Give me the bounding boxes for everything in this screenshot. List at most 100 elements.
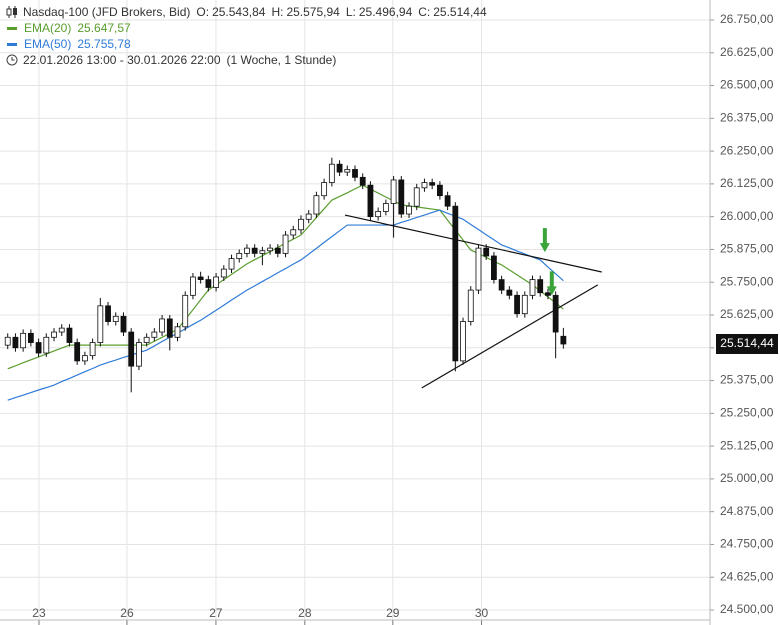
arrow <box>539 228 550 253</box>
candle-body <box>506 289 513 296</box>
candle-body <box>560 335 567 345</box>
candle-body <box>328 163 335 183</box>
candle-body <box>545 292 551 296</box>
x-tick-label: 26 <box>120 606 134 620</box>
candle-body <box>128 331 135 367</box>
candle-body <box>143 336 150 343</box>
candle-body <box>97 305 104 343</box>
candle-body <box>20 332 27 349</box>
candle-body <box>406 205 412 215</box>
legend-value: 25.755,78 <box>77 37 131 51</box>
candle-body <box>375 211 382 218</box>
legend: Nasdaq-100 (JFD Brokers, Bid) O: 25.543,8… <box>6 4 487 68</box>
candle-body <box>290 229 297 236</box>
price-tag <box>716 333 778 354</box>
y-tick-label: 25.375,00 <box>720 373 774 387</box>
candle-body <box>228 258 235 270</box>
ohlc-value: 25.575,94 <box>286 5 340 19</box>
candle-body <box>282 234 289 254</box>
candle-body <box>120 315 127 333</box>
candle-body <box>529 279 536 296</box>
candle-body <box>236 252 243 260</box>
y-tick-label: 26.125,00 <box>720 176 774 190</box>
candle-body <box>166 318 173 338</box>
ohlc-key: C: <box>418 5 431 19</box>
candle-body <box>444 195 451 207</box>
candle-body <box>251 247 258 254</box>
candle-body <box>421 182 428 189</box>
candle-body <box>220 268 227 278</box>
legend-row: 22.01.2026 13:00 - 30.01.2026 22:00 (1 W… <box>6 52 487 68</box>
y-tick-label: 26.750,00 <box>720 12 774 26</box>
candle-body <box>244 247 250 254</box>
candle-body <box>35 342 42 354</box>
ohlc-value: 25.514,44 <box>433 5 487 19</box>
y-tick-label: 24.875,00 <box>720 504 774 518</box>
candle-body <box>436 184 443 197</box>
candle-body <box>43 336 50 354</box>
ohlc-value: 25.543,84 <box>212 5 266 19</box>
legend-row: EMA(20) 25.647,57 <box>6 20 487 36</box>
candle-body <box>321 182 328 197</box>
candle-body <box>336 163 343 173</box>
candle-body <box>313 195 320 215</box>
period: 22.01.2026 13:00 - 30.01.2026 22:00 <box>23 53 221 67</box>
candle-body <box>182 294 189 328</box>
candle-body <box>66 327 73 343</box>
candle-icon <box>6 6 17 18</box>
x-tick-label: 30 <box>475 606 489 620</box>
legend-row: EMA(50) 25.755,78 <box>6 36 487 52</box>
y-tick-label: 25.250,00 <box>720 406 774 420</box>
candle-body <box>344 169 351 173</box>
candle-body <box>429 182 436 186</box>
series-legend: EMA(20) 25.647,57 EMA(50) 25.755,78 <box>6 20 487 52</box>
candle-body <box>452 205 459 362</box>
candle-body <box>398 179 405 215</box>
candle-body <box>274 247 281 254</box>
candle-body <box>58 327 65 333</box>
candle-body <box>475 247 482 291</box>
y-tick-label: 25.875,00 <box>720 242 774 256</box>
ohlc-value: 25.496,94 <box>358 5 413 19</box>
y-tick-label: 24.750,00 <box>720 537 774 551</box>
trendline <box>421 284 599 389</box>
y-tick-label: 26.000,00 <box>720 209 774 223</box>
legend-value: 25.647,57 <box>77 21 131 35</box>
candle-body <box>413 187 420 207</box>
y-tick-label: 25.625,00 <box>720 307 774 321</box>
candle-body <box>89 342 96 357</box>
candle-body <box>521 294 528 315</box>
price-tag-label: 25.514,44 <box>720 336 774 350</box>
x-tick-label: 28 <box>298 606 312 620</box>
candle-body <box>105 305 111 322</box>
y-tick-label: 24.625,00 <box>720 569 774 583</box>
y-tick-label: 26.375,00 <box>720 111 774 125</box>
candle-body <box>51 331 57 338</box>
candle-body <box>74 342 81 362</box>
legend-name: EMA(20) <box>24 21 72 35</box>
legend-name: EMA(50) <box>24 37 72 51</box>
y-tick-label: 26.625,00 <box>720 45 774 59</box>
ohlc-key: L: <box>345 5 356 19</box>
candle-body <box>197 276 204 281</box>
candle-body <box>151 331 158 338</box>
candle-body <box>467 289 474 322</box>
x-tick-label: 23 <box>32 606 46 620</box>
y-tick-label: 25.750,00 <box>720 274 774 288</box>
candle-body <box>213 276 219 288</box>
ohlc-values: O: 25.543,84 H: 25.575,94 L: 25.496,94 C: 25.51… <box>190 4 486 20</box>
candle-body <box>159 318 165 333</box>
candle-body <box>27 332 34 343</box>
clock-icon <box>6 54 18 66</box>
candle-body <box>514 294 520 315</box>
candle-body <box>552 294 559 333</box>
y-tick-label: 26.250,00 <box>720 143 774 157</box>
candle-body <box>460 321 466 362</box>
candle-body <box>367 184 374 218</box>
arrow <box>546 271 557 296</box>
x-tick-label: 29 <box>386 606 400 620</box>
candle-body <box>483 247 490 257</box>
y-tick-label: 25.000,00 <box>720 471 774 485</box>
